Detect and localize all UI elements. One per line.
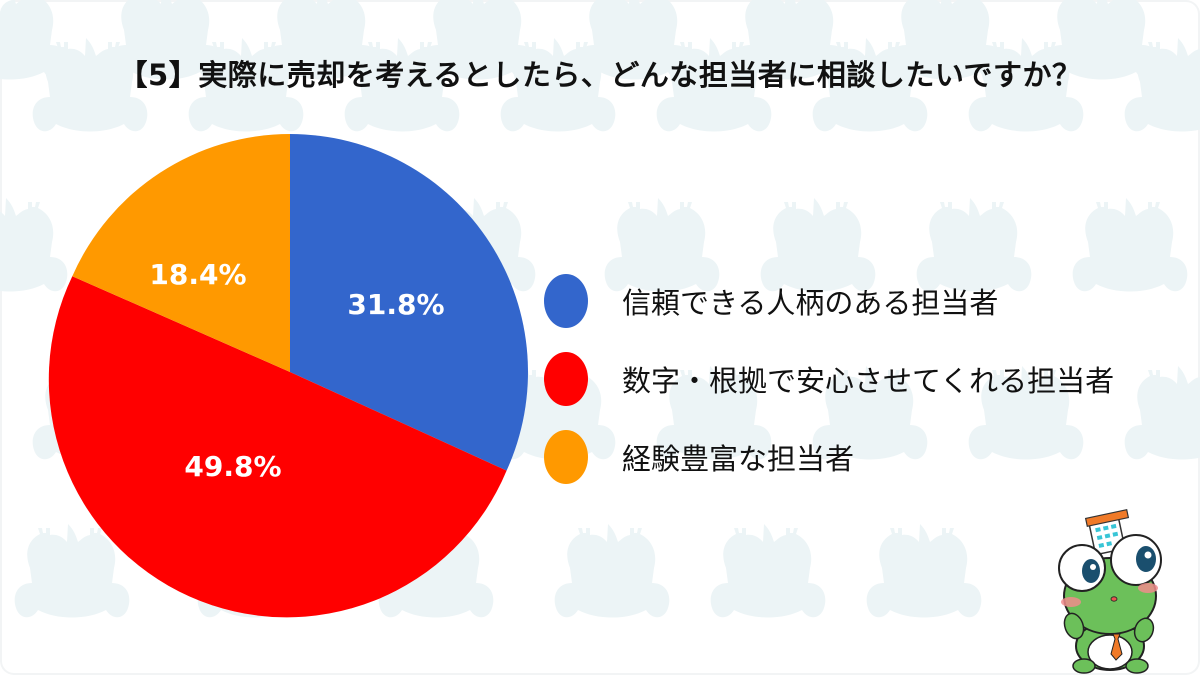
pie-chart: 31.8% 18.4% 49.8% xyxy=(48,134,528,618)
legend-item-data-driven[interactable]: 数字・根拠で安心させてくれる担当者 xyxy=(544,348,1114,410)
legend-label: 経験豊富な担当者 xyxy=(622,442,855,476)
pie-slice-data-driven[interactable] xyxy=(48,276,507,618)
legend-swatch-orange xyxy=(544,430,588,484)
slice-label-red: 49.8% xyxy=(184,450,281,483)
chart-title: 【5】実際に売却を考えるとしたら、どんな担当者に相談したいですか？ xyxy=(118,58,1082,92)
slice-label-blue: 31.8% xyxy=(347,288,444,321)
chart-legend: 信頼できる人柄のある担当者 数字・根拠で安心させてくれる担当者 経験豊富な担当者 xyxy=(544,270,1114,488)
pie-slice-experienced[interactable] xyxy=(72,134,290,372)
legend-label: 数字・根拠で安心させてくれる担当者 xyxy=(622,364,1115,398)
slice-label-orange: 18.4% xyxy=(149,258,246,291)
pie-slice-trustworthy[interactable] xyxy=(290,134,528,471)
legend-swatch-blue xyxy=(544,274,588,328)
legend-label: 信頼できる人柄のある担当者 xyxy=(622,286,999,320)
legend-swatch-red xyxy=(544,352,588,406)
legend-item-trustworthy[interactable]: 信頼できる人柄のある担当者 xyxy=(544,270,1114,332)
frog-mascot-illustration xyxy=(1058,509,1162,674)
legend-item-experienced[interactable]: 経験豊富な担当者 xyxy=(544,426,1114,488)
